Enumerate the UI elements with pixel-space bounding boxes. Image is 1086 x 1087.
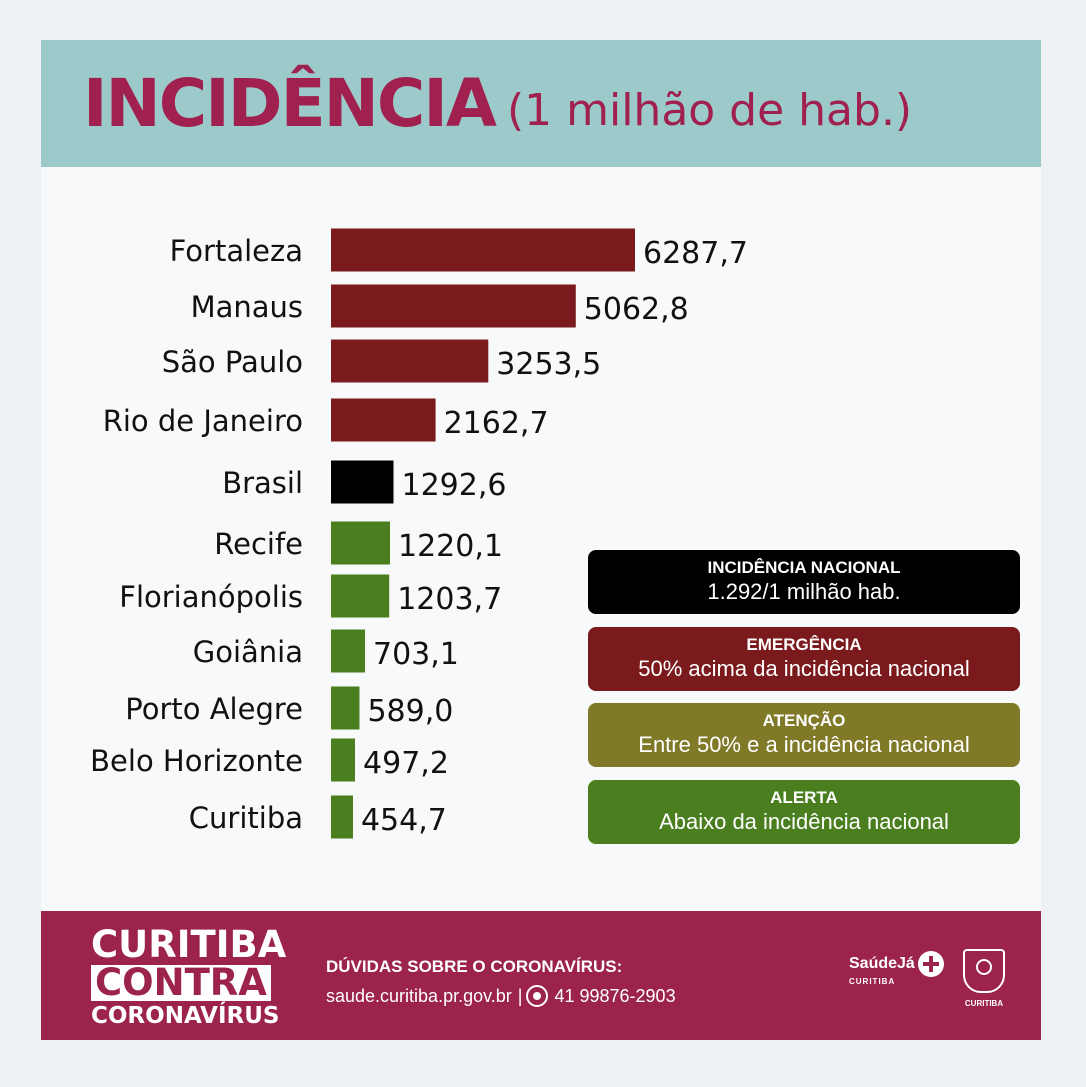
legend-item: INCIDÊNCIA NACIONAL 1.292/1 milhão hab. xyxy=(588,550,1020,614)
bar xyxy=(331,521,390,565)
value-label: 2162,7 xyxy=(444,406,549,441)
logo-line2: CONTRA xyxy=(91,964,271,1001)
legend-item: EMERGÊNCIA 50% acima da incidência nacion… xyxy=(588,627,1020,691)
legend-description: Entre 50% e a incidência nacional xyxy=(638,732,970,757)
city-crest-logo: CURITIBA xyxy=(963,949,1005,1008)
saude-ja-logo: SaúdeJá CURITIBA xyxy=(849,951,944,986)
value-label: 1220,1 xyxy=(398,529,503,564)
category-label: São Paulo xyxy=(162,345,303,379)
legend-description: 50% acima da incidência nacional xyxy=(638,656,970,681)
value-label: 497,2 xyxy=(363,746,449,781)
bar xyxy=(331,795,353,839)
bar xyxy=(331,228,635,272)
bar xyxy=(331,738,356,782)
legend-item: ATENÇÃO Entre 50% e a incidência nacional xyxy=(588,703,1020,767)
crest-label: CURITIBA xyxy=(964,999,1004,1008)
bar xyxy=(331,398,436,442)
value-label: 589,0 xyxy=(367,694,453,729)
incidence-bar-chart: Fortaleza 6287,7 Manaus 5062,8 São Paulo 3253… xyxy=(90,228,748,839)
category-label: Manaus xyxy=(191,290,303,324)
value-label: 3253,5 xyxy=(496,347,601,382)
value-label: 5062,8 xyxy=(584,292,689,327)
bar xyxy=(331,574,390,618)
category-label: Florianópolis xyxy=(119,580,303,614)
category-label: Rio de Janeiro xyxy=(103,404,303,438)
contact-site-link[interactable]: saude.curitiba.pr.gov.br xyxy=(326,986,512,1006)
plus-icon xyxy=(917,951,944,977)
contact-info: DÚVIDAS SOBRE O CORONAVÍRUS: saude.curit… xyxy=(326,955,676,1013)
bar xyxy=(331,339,489,383)
crest-icon xyxy=(963,949,1005,993)
bar xyxy=(331,629,365,673)
legend-description: 1.292/1 milhão hab. xyxy=(707,579,901,604)
category-label: Porto Alegre xyxy=(125,692,303,726)
legend-item: ALERTA Abaixo da incidência nacional xyxy=(588,780,1020,844)
category-label: Brasil xyxy=(222,466,303,500)
logo-line1: CURITIBA xyxy=(91,923,287,966)
header-banner: INCIDÊNCIA (1 milhão de hab.) xyxy=(41,40,1041,167)
logo-line3: CORONAVÍRUS xyxy=(91,1003,280,1029)
footer-banner: CURITIBA CONTRA CORONAVÍRUS DÚVIDAS SOBR… xyxy=(41,911,1041,1040)
contact-line: saude.curitiba.pr.gov.br | 41 99876-2903 xyxy=(326,979,676,1013)
contact-title: DÚVIDAS SOBRE O CORONAVÍRUS: xyxy=(326,957,623,976)
category-label: Recife xyxy=(214,527,303,561)
category-label: Belo Horizonte xyxy=(90,744,303,778)
saude-brand: SaúdeJá xyxy=(849,955,915,972)
page-subtitle: (1 milhão de hab.) xyxy=(506,85,913,136)
category-label: Goiânia xyxy=(193,635,303,669)
category-label: Fortaleza xyxy=(170,234,303,268)
legend-title: EMERGÊNCIA xyxy=(746,635,862,654)
contact-phone[interactable]: 41 99876-2903 xyxy=(554,986,676,1006)
legend-title: INCIDÊNCIA NACIONAL xyxy=(707,558,901,577)
value-label: 454,7 xyxy=(361,803,447,838)
category-label: Curitiba xyxy=(189,801,303,835)
legend-title: ALERTA xyxy=(770,788,838,807)
bar xyxy=(331,686,360,730)
saude-city: CURITIBA xyxy=(849,977,896,986)
infographic-card: INCIDÊNCIA (1 milhão de hab.) Fortaleza 6… xyxy=(41,40,1041,1040)
legend-description: Abaixo da incidência nacional xyxy=(659,809,949,834)
whatsapp-icon xyxy=(526,985,549,1007)
value-label: 1203,7 xyxy=(397,582,502,617)
value-label: 703,1 xyxy=(373,637,459,672)
page-title: INCIDÊNCIA xyxy=(83,65,497,142)
bar xyxy=(331,284,576,328)
legend-title: ATENÇÃO xyxy=(762,711,846,730)
value-label: 6287,7 xyxy=(643,236,748,271)
value-label: 1292,6 xyxy=(401,468,506,503)
contact-separator: | xyxy=(517,986,523,1006)
campaign-logo: CURITIBA CONTRA CORONAVÍRUS xyxy=(91,925,287,1031)
bar xyxy=(331,460,394,504)
